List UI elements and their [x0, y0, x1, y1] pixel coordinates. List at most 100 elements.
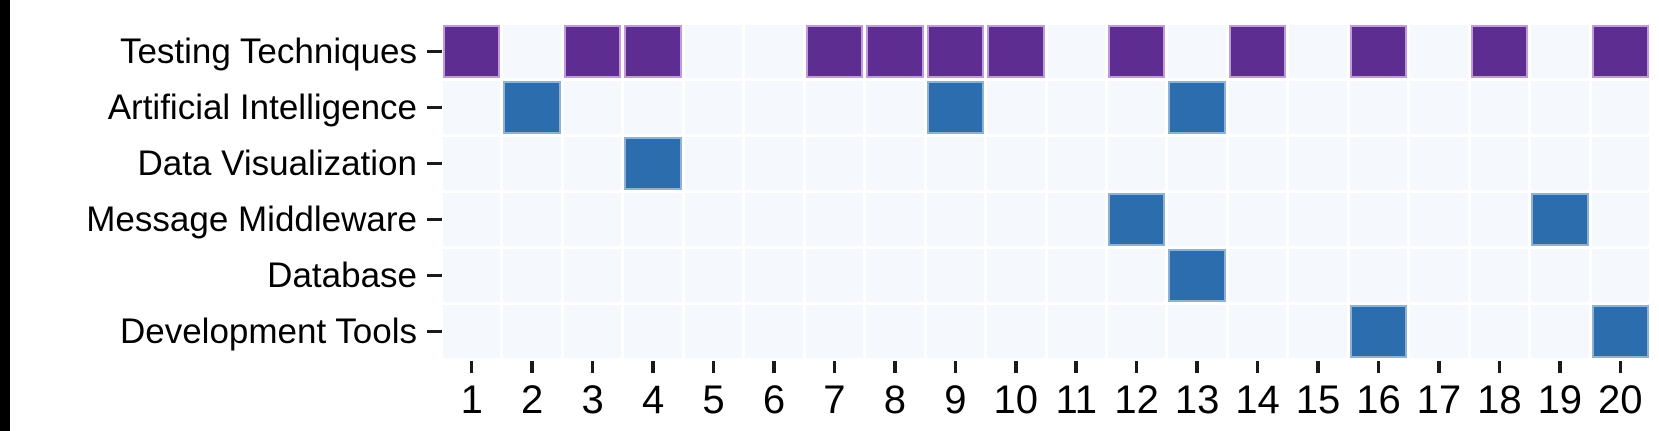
heatmap-cell	[1289, 137, 1347, 190]
heatmap-cell	[624, 81, 682, 134]
heatmap-cell	[866, 305, 924, 358]
heatmap-cell	[1410, 193, 1468, 246]
x-tick-mark	[1316, 361, 1320, 373]
heatmap-cell	[1047, 25, 1105, 78]
heatmap-cell	[926, 137, 985, 190]
row-label: Data Visualization	[137, 143, 417, 183]
heatmap-cell	[987, 193, 1045, 246]
heatmap-cell	[1107, 81, 1166, 134]
x-tick-label: 12	[1114, 378, 1159, 422]
heatmap-cell	[1531, 25, 1589, 78]
x-tick-label: 19	[1537, 378, 1583, 422]
heatmap-cell	[1047, 137, 1105, 190]
row-label: Message Middleware	[86, 199, 417, 239]
heatmap-cell	[1047, 81, 1105, 134]
heatmap-cell	[1349, 25, 1408, 78]
heatmap-cell	[1531, 137, 1589, 190]
x-tick-mark	[1437, 361, 1441, 373]
heatmap-cell	[926, 25, 985, 78]
x-tick-label: 1	[460, 378, 483, 422]
heatmap-cell	[1410, 25, 1468, 78]
x-tick-label: 18	[1477, 378, 1522, 422]
heatmap-cell	[1228, 137, 1287, 190]
heatmap-cell	[745, 81, 803, 134]
heatmap-cell	[805, 137, 864, 190]
heatmap-cell	[987, 249, 1045, 302]
x-tick-mark	[1255, 361, 1260, 373]
heatmap-cell	[1470, 137, 1529, 190]
heatmap-cell	[1591, 305, 1649, 358]
x-tick-mark	[1618, 361, 1623, 373]
heatmap-cell	[805, 249, 864, 302]
heatmap-cell	[745, 193, 803, 246]
heatmap-cell	[1591, 193, 1649, 246]
x-tick-label: 6	[762, 378, 786, 422]
x-tick-label: 16	[1356, 378, 1401, 422]
heatmap-cell	[624, 249, 682, 302]
screen-edge-strip	[0, 0, 10, 431]
heatmap-cell	[1107, 305, 1166, 358]
y-tick-mark	[427, 329, 442, 334]
x-tick-label: 7	[823, 378, 846, 422]
row-label: Database	[267, 255, 417, 295]
heatmap-cell	[1470, 305, 1529, 358]
x-tick-mark	[711, 361, 716, 373]
heatmap-cell	[1228, 81, 1287, 134]
y-tick-mark	[427, 49, 442, 54]
x-tick-mark	[1497, 361, 1502, 373]
x-tick-mark	[1014, 361, 1018, 373]
x-tick-label: 17	[1416, 378, 1462, 422]
heatmap-cell	[503, 193, 561, 246]
x-tick-mark	[469, 361, 474, 373]
heatmap-cell	[1289, 193, 1347, 246]
heatmap-cell	[805, 25, 864, 78]
heatmap-grid	[443, 25, 1649, 358]
heatmap-cell	[1168, 193, 1226, 246]
heatmap-cell	[503, 249, 561, 302]
x-tick-mark	[832, 361, 837, 373]
heatmap-cell	[1349, 249, 1408, 302]
heatmap-cell	[1228, 25, 1287, 78]
heatmap-cell	[866, 137, 924, 190]
heatmap-cell	[1470, 81, 1529, 134]
heatmap-cell	[443, 25, 501, 78]
heatmap-cell	[1531, 305, 1589, 358]
heatmap-cell	[1531, 193, 1589, 246]
heatmap-cell	[1228, 193, 1287, 246]
heatmap-cell	[1591, 137, 1649, 190]
heatmap-cell	[926, 249, 985, 302]
x-tick-mark	[1074, 361, 1078, 373]
heatmap-cell	[866, 25, 924, 78]
y-tick-mark	[427, 105, 442, 110]
x-tick-mark	[772, 361, 776, 373]
heatmap-cell	[866, 81, 924, 134]
heatmap-cell	[563, 249, 622, 302]
x-tick-label: 2	[521, 378, 544, 422]
heatmap-cell	[1591, 81, 1649, 134]
heatmap-cell	[987, 25, 1045, 78]
heatmap-cell	[1349, 137, 1408, 190]
x-tick-label: 10	[993, 378, 1039, 422]
heatmap-cell	[1591, 249, 1649, 302]
heatmap-cell	[1228, 249, 1287, 302]
heatmap-cell	[1410, 81, 1468, 134]
x-tick-mark	[1195, 361, 1199, 373]
y-tick-mark	[427, 273, 442, 278]
heatmap-cell	[1591, 25, 1649, 78]
heatmap-cell	[1289, 305, 1347, 358]
heatmap-cell	[563, 193, 622, 246]
heatmap-cell	[745, 25, 803, 78]
heatmap-cell	[866, 193, 924, 246]
x-tick-mark	[1558, 361, 1562, 373]
heatmap-cell	[745, 137, 803, 190]
heatmap-cell	[1047, 249, 1105, 302]
heatmap-cell	[745, 249, 803, 302]
x-tick-label: 4	[641, 378, 665, 422]
heatmap-cell	[684, 249, 743, 302]
heatmap-cell	[926, 193, 985, 246]
heatmap-cell	[1410, 249, 1468, 302]
x-tick-mark	[893, 361, 897, 373]
heatmap-cell	[684, 193, 743, 246]
heatmap-cell	[987, 137, 1045, 190]
row-label: Development Tools	[119, 311, 417, 351]
